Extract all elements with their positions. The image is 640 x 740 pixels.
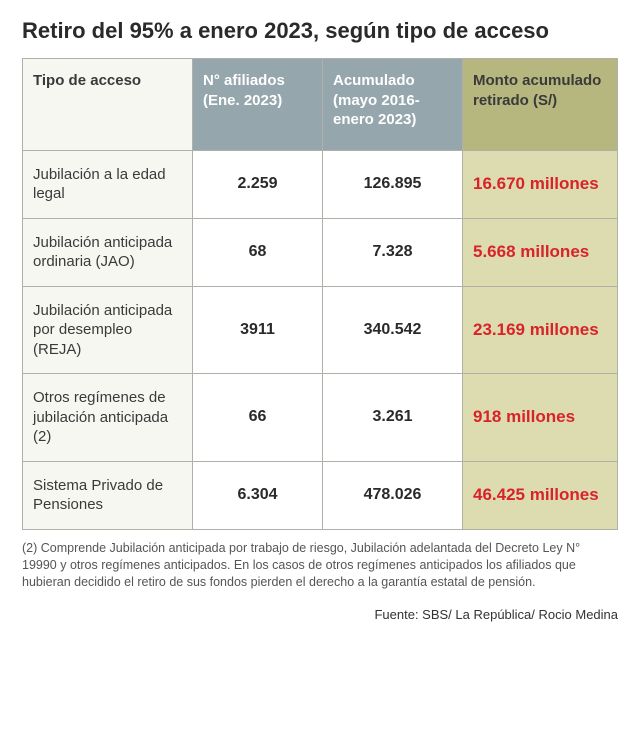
table-row: Jubilación anticipada por desempleo (REJ… xyxy=(23,286,618,374)
cell-afiliados: 68 xyxy=(193,218,323,286)
table-row: Otros regímenes de jubilación anticipada… xyxy=(23,374,618,462)
header-tipo-acceso: Tipo de acceso xyxy=(23,59,193,151)
cell-label: Jubilación a la edad legal xyxy=(23,150,193,218)
cell-monto: 918 millones xyxy=(463,374,618,462)
header-monto: Monto acumulado retirado (S/) xyxy=(463,59,618,151)
header-afiliados: N° afiliados (Ene. 2023) xyxy=(193,59,323,151)
cell-monto: 5.668 millones xyxy=(463,218,618,286)
table-header-row: Tipo de acceso N° afiliados (Ene. 2023) … xyxy=(23,59,618,151)
cell-acumulado: 340.542 xyxy=(323,286,463,374)
cell-acumulado: 7.328 xyxy=(323,218,463,286)
cell-acumulado: 3.261 xyxy=(323,374,463,462)
cell-monto: 16.670 millones xyxy=(463,150,618,218)
table-row: Jubilación anticipada ordinaria (JAO) 68… xyxy=(23,218,618,286)
table-row: Sistema Privado de Pensiones 6.304 478.0… xyxy=(23,461,618,529)
cell-afiliados: 6.304 xyxy=(193,461,323,529)
cell-afiliados: 66 xyxy=(193,374,323,462)
cell-acumulado: 126.895 xyxy=(323,150,463,218)
cell-monto: 23.169 millones xyxy=(463,286,618,374)
table-title: Retiro del 95% a enero 2023, según tipo … xyxy=(22,18,618,44)
table-source: Fuente: SBS/ La República/ Rocio Medina xyxy=(22,607,618,622)
cell-label: Sistema Privado de Pensiones xyxy=(23,461,193,529)
cell-label: Jubilación anticipada ordinaria (JAO) xyxy=(23,218,193,286)
cell-monto: 46.425 millones xyxy=(463,461,618,529)
pension-table: Tipo de acceso N° afiliados (Ene. 2023) … xyxy=(22,58,618,530)
cell-afiliados: 3911 xyxy=(193,286,323,374)
cell-label: Jubilación anticipada por desempleo (REJ… xyxy=(23,286,193,374)
cell-label: Otros regímenes de jubilación anticipada… xyxy=(23,374,193,462)
table-row: Jubilación a la edad legal 2.259 126.895… xyxy=(23,150,618,218)
cell-acumulado: 478.026 xyxy=(323,461,463,529)
cell-afiliados: 2.259 xyxy=(193,150,323,218)
table-footnote: (2) Comprende Jubilación anticipada por … xyxy=(22,540,618,591)
header-acumulado: Acumulado (mayo 2016- enero 2023) xyxy=(323,59,463,151)
